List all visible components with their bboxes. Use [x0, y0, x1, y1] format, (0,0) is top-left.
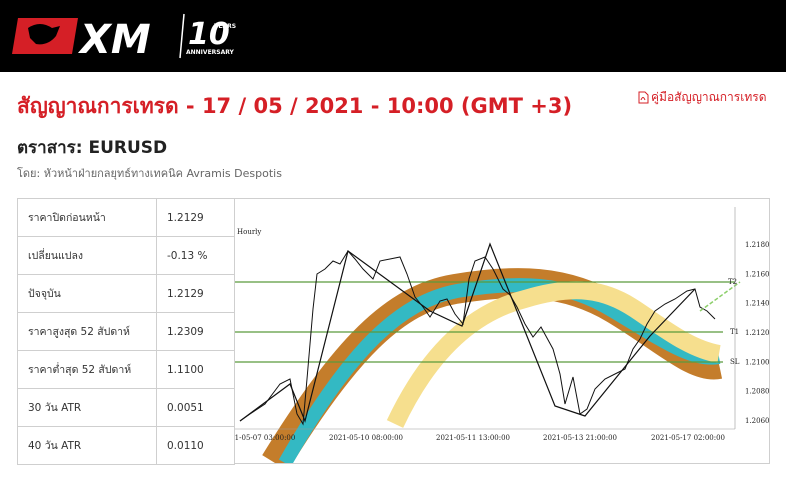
stat-value: 1.2129 — [156, 198, 235, 237]
yellow-band — [386, 281, 721, 428]
guide-link[interactable]: คู่มือสัญญาณการเทรด — [638, 88, 767, 107]
bull-icon — [28, 24, 60, 45]
table-row: 40 วัน ATR 0.0110 — [17, 426, 235, 465]
price-label: 1.2100 — [745, 358, 769, 366]
stat-value: -0.13 % — [156, 236, 235, 275]
stat-value: 1.2129 — [156, 274, 235, 313]
author: โดย: หัวหน้าฝ่ายกลยุทธ์ทางเทคนิค Avramis… — [17, 167, 282, 180]
guide-text[interactable]: คู่มือสัญญาณการเทรด — [651, 90, 767, 104]
divider — [179, 13, 185, 59]
pdf-icon — [638, 91, 649, 104]
stat-value: 1.1100 — [156, 350, 235, 389]
time-label: 2021-05-10 08:00:00 — [329, 434, 403, 442]
level-label: SL — [730, 358, 740, 366]
stat-label: ปัจจุบัน — [17, 274, 157, 313]
price-label: 1.2120 — [745, 329, 769, 337]
price-label: 1.2060 — [745, 417, 769, 425]
logo-text: XM — [77, 17, 151, 63]
level-label: T1 — [730, 328, 739, 336]
wave-line — [239, 242, 696, 423]
table-row: ปัจจุบัน 1.2129 — [17, 274, 235, 313]
stat-value: 0.0051 — [156, 388, 235, 427]
table-row: ราคาปิดก่อนหน้า 1.2129 — [17, 198, 235, 237]
stat-label: 30 วัน ATR — [17, 388, 157, 427]
price-label: 1.2160 — [745, 270, 769, 278]
price-chart: Hourly 1.2180 1.2160 1.2140 1.2120 1.2100 1.20… — [235, 207, 770, 471]
time-label: 2021-05-17 02:00:00 — [651, 434, 725, 442]
stat-label: ราคาปิดก่อนหน้า — [17, 198, 157, 237]
header-bar: XM 10 YEARS ANNIVERSARY — [0, 0, 786, 72]
badge-text: YEARS — [213, 23, 236, 30]
time-label: 1-05-07 03:00:00 — [235, 434, 295, 442]
table-row: ราคาสูงสุด 52 สัปดาห์ 1.2309 — [17, 312, 235, 351]
projection — [699, 281, 741, 312]
price-label: 1.2140 — [745, 300, 769, 308]
price-label: 1.2180 — [745, 241, 769, 249]
stat-label: 40 วัน ATR — [17, 426, 157, 465]
badge-sub: ANNIVERSARY — [186, 49, 235, 56]
time-label: 2021-05-11 13:00:00 — [436, 434, 510, 442]
logo[interactable]: XM 10 YEARS ANNIVERSARY — [0, 0, 260, 72]
price-label: 1.2080 — [745, 388, 769, 396]
level-label: T2 — [728, 278, 737, 286]
time-label: 2021-05-13 21:00:00 — [543, 434, 617, 442]
stats-table: ราคาปิดก่อนหน้า 1.2129 เปลี่ยนแปลง -0.13 % ป… — [17, 198, 235, 465]
stat-value: 0.0110 — [156, 426, 235, 465]
table-row: 30 วัน ATR 0.0051 — [17, 388, 235, 427]
stat-value: 1.2309 — [156, 312, 235, 351]
badge-number: 10 — [188, 17, 230, 52]
instrument: ตราสาร: EURUSD — [17, 138, 168, 158]
stat-label: ราคาต่ำสุด 52 สัปดาห์ — [17, 350, 157, 389]
table-row: เปลี่ยนแปลง -0.13 % — [17, 236, 235, 275]
chart-image: Hourly 1.2180 1.2160 1.2140 1.2120 1.2100 1.20… — [235, 198, 770, 471]
chart-label: Hourly — [237, 228, 261, 236]
page-title: สัญญาณการเทรด - 17 / 05 / 2021 - 10:00 (… — [17, 94, 573, 118]
stat-label: ราคาสูงสุด 52 สัปดาห์ — [17, 312, 157, 351]
inner-band — [278, 278, 721, 467]
price-line — [239, 250, 716, 426]
stat-label: เปลี่ยนแปลง — [17, 236, 157, 275]
table-row: ราคาต่ำสุด 52 สัปดาห์ 1.1100 — [17, 350, 235, 389]
